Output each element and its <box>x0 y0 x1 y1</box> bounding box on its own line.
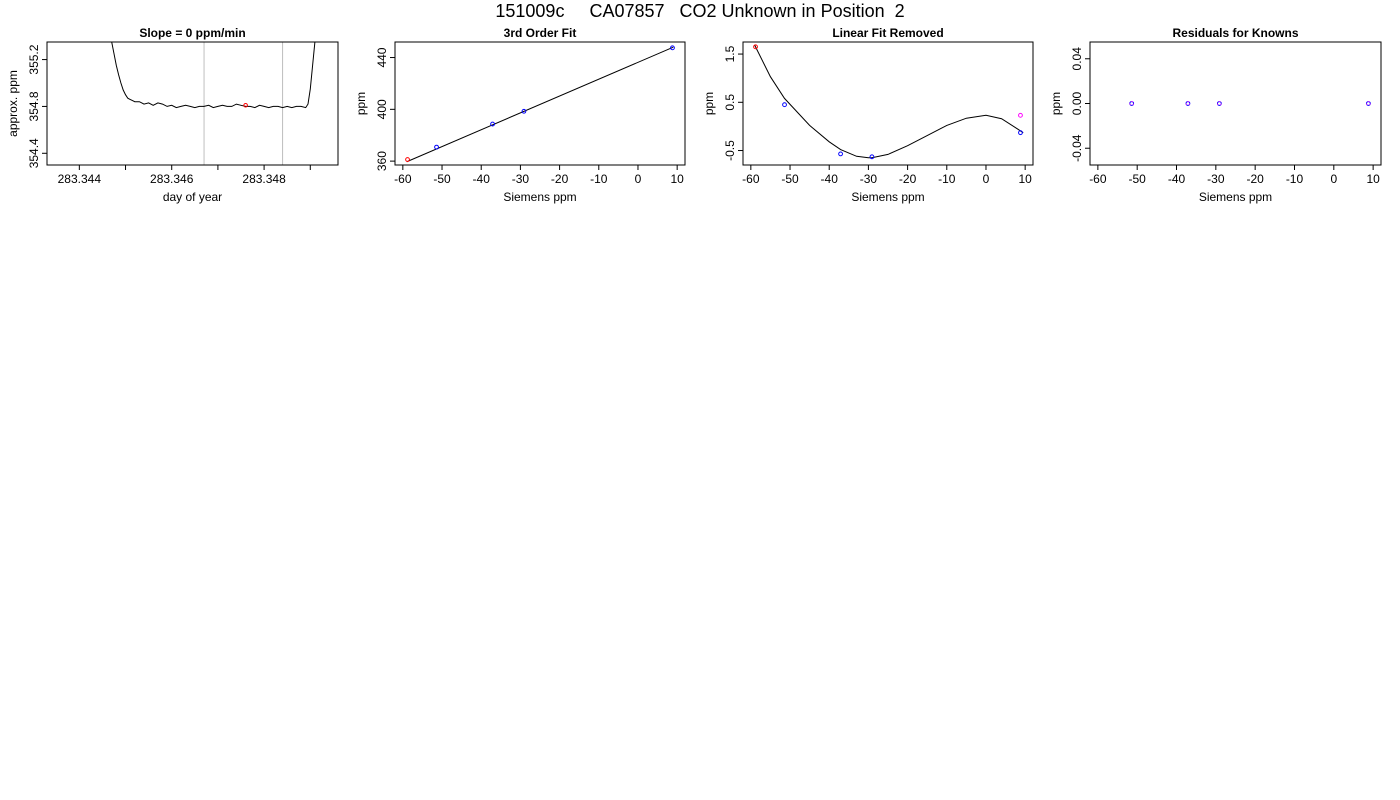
x-tick-label: -20 <box>899 172 917 186</box>
plot-frame <box>46 41 339 166</box>
x-tick-label: -30 <box>860 172 878 186</box>
x-tick-label: 10 <box>1018 172 1032 186</box>
x-tick-label: 0 <box>1330 172 1337 186</box>
plot-frame <box>394 41 686 166</box>
x-tick-label: -10 <box>938 172 956 186</box>
y-tick-label: 1.5 <box>723 45 737 62</box>
data-point <box>838 151 843 157</box>
plot-area <box>1129 101 1371 106</box>
x-tick-label: -30 <box>512 172 530 186</box>
data-point <box>1185 101 1191 106</box>
x-tick-label: 10 <box>670 172 684 186</box>
x-tick-label: -40 <box>821 172 839 186</box>
data-point <box>434 144 439 150</box>
x-tick-label: -40 <box>473 172 491 186</box>
x-axis-label: Siemens ppm <box>1199 190 1272 204</box>
y-tick-label: 440 <box>375 47 389 67</box>
panel-title: Residuals for Knowns <box>1172 26 1298 40</box>
x-tick-label: 0 <box>983 172 990 186</box>
y-axis-label: ppm <box>1049 92 1063 115</box>
data-point <box>1129 101 1134 106</box>
x-tick-label: -50 <box>781 172 799 186</box>
x-tick-label: -50 <box>433 172 451 186</box>
data-point <box>782 102 787 108</box>
y-tick-label: 400 <box>375 99 389 119</box>
y-tick-label: 0.5 <box>723 94 737 111</box>
panel-3: Linear Fit Removed -60 -50 -40 -30 -20 -10 0 10 -… <box>702 26 1034 204</box>
y-tick-label: 355.2 <box>27 44 41 74</box>
fit-line <box>406 46 674 163</box>
x-tick-label: -20 <box>1246 172 1264 186</box>
data-point <box>1018 130 1023 136</box>
x-tick-label: 283.346 <box>150 172 194 186</box>
x-tick-label: 283.344 <box>58 172 102 186</box>
data-point <box>1217 101 1222 106</box>
fit-curve <box>754 45 1024 159</box>
y-axis-label: ppm <box>702 92 716 115</box>
data-point <box>1366 101 1371 106</box>
y-tick-label: 354.8 <box>27 91 41 121</box>
panel-4: Residuals for Knowns -60 -50 -40 -30 -20 -10 0 1… <box>1049 26 1382 204</box>
data-point <box>753 44 758 50</box>
y-tick-label: 0.00 <box>1070 91 1084 115</box>
x-tick-label: -60 <box>394 172 412 186</box>
plot-area <box>753 44 1024 160</box>
x-tick-label: -40 <box>1168 172 1186 186</box>
panel-title: 3rd Order Fit <box>504 26 577 40</box>
data-point <box>521 108 527 114</box>
x-tick-label: -60 <box>1089 172 1107 186</box>
y-axis-label: ppm <box>354 92 368 115</box>
panel-2: 3rd Order Fit -60 -50 -40 -30 -20 -10 0 10 360 400… <box>354 26 686 204</box>
y-tick-label: 0.04 <box>1070 47 1084 71</box>
x-tick-label: -60 <box>742 172 760 186</box>
x-tick-label: -30 <box>1207 172 1225 186</box>
x-tick-label: 0 <box>635 172 642 186</box>
x-axis-label: Siemens ppm <box>503 190 576 204</box>
panel-1: Slope = 0 ppm/min 283.344 283.346 283.348 35… <box>6 26 339 204</box>
x-tick-label: -10 <box>1286 172 1304 186</box>
y-tick-label: 354.4 <box>27 138 41 168</box>
series-line <box>111 42 316 109</box>
data-marker <box>243 102 248 108</box>
data-point <box>405 157 410 162</box>
x-tick-label: -20 <box>551 172 569 186</box>
x-tick-label: -10 <box>590 172 608 186</box>
x-axis-label: day of year <box>163 190 222 204</box>
y-tick-label: -0.5 <box>723 140 737 161</box>
x-tick-label: -50 <box>1129 172 1147 186</box>
figure-title: 151009c CA07857 CO2 Unknown in Position … <box>495 1 905 21</box>
data-point <box>1018 112 1023 118</box>
x-axis-label: Siemens ppm <box>851 190 924 204</box>
data-point <box>869 154 875 160</box>
y-axis-label: approx. ppm <box>6 70 20 137</box>
data-point <box>670 45 675 51</box>
x-tick-label: 283.348 <box>242 172 286 186</box>
panel-title: Slope = 0 ppm/min <box>139 26 245 40</box>
plot-area <box>405 45 675 163</box>
x-tick-label: 10 <box>1366 172 1380 186</box>
plot-area <box>111 42 316 165</box>
plot-frame <box>742 41 1034 166</box>
data-point <box>490 121 495 127</box>
panel-title: Linear Fit Removed <box>832 26 943 40</box>
y-tick-label: -0.04 <box>1070 134 1084 162</box>
y-tick-label: 360 <box>375 151 389 171</box>
